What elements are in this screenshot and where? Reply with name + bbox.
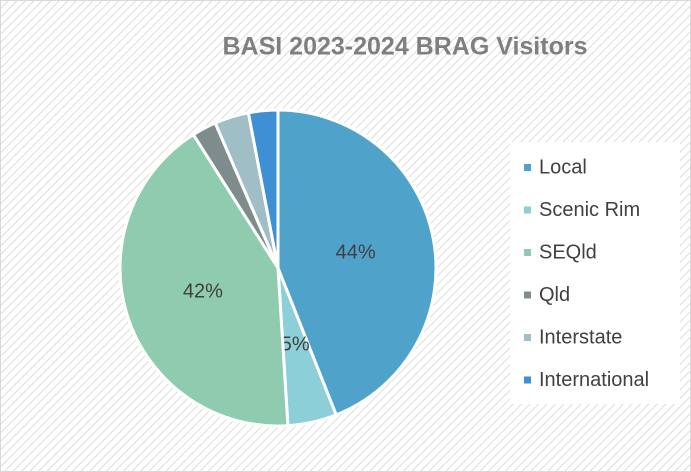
legend-marker xyxy=(524,164,531,171)
legend-marker xyxy=(524,249,531,256)
data-label: 5% xyxy=(281,333,310,355)
legend-marker xyxy=(524,291,531,299)
legend-label: Qld xyxy=(539,284,570,306)
pie-slice xyxy=(276,108,438,417)
data-label: 44% xyxy=(336,241,376,263)
legend-marker xyxy=(524,376,531,384)
legend-label: Scenic Rim xyxy=(539,199,640,221)
pie-slice xyxy=(118,132,290,428)
legend-label: Interstate xyxy=(539,326,622,348)
chart-title: BASI 2023-2024 BRAG Visitors xyxy=(223,33,588,61)
legend-label: SEQld xyxy=(539,241,597,263)
legend-label: International xyxy=(539,369,649,391)
pie-slice xyxy=(246,108,280,269)
legend-box xyxy=(510,142,680,404)
data-label: 42% xyxy=(183,281,223,303)
legend-marker xyxy=(524,206,531,214)
legend-marker xyxy=(524,334,531,341)
legend-label: Local xyxy=(539,156,587,178)
